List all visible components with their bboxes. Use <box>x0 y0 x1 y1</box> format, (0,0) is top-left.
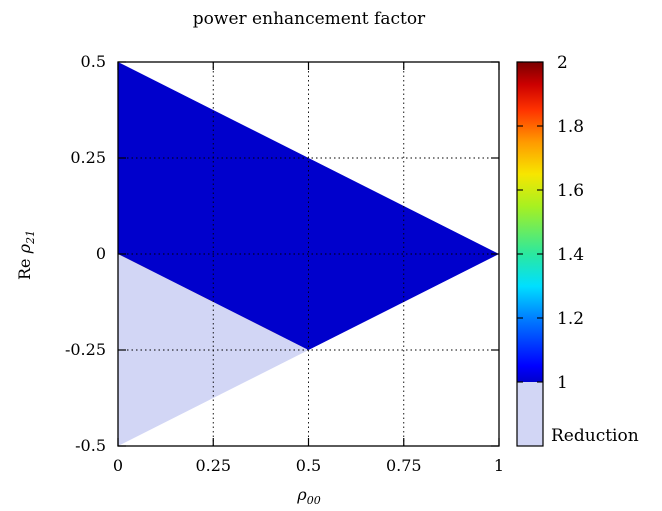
colorbar-tick-label: 1 <box>557 373 568 393</box>
colorbar: 1 1.2 1.4 1.6 1.8 2 Reduction <box>516 53 639 447</box>
colorbar-tick-label: 1.8 <box>557 117 584 137</box>
x-tick-label: 0.75 <box>386 456 422 475</box>
colorbar-tick-label: 1.2 <box>557 309 584 329</box>
colorbar-tick-label: 1.4 <box>557 245 584 265</box>
plot-area: 0 0.25 0.5 0.75 1 -0.5 -0.25 0 0.25 0.5 <box>65 52 504 475</box>
x-axis-label: ρ00 <box>296 485 320 507</box>
colorbar-ticks: 1 1.2 1.4 1.6 1.8 2 <box>517 53 584 393</box>
y-tick-label: 0.5 <box>81 52 106 71</box>
colorbar-tick-label: 2 <box>557 53 568 73</box>
x-tick-label: 0 <box>113 456 123 475</box>
y-tick-label: 0.25 <box>70 148 106 167</box>
grid-lines <box>118 62 499 446</box>
x-axis: 0 0.25 0.5 0.75 1 <box>113 62 504 475</box>
y-axis-label: Re ρ21 <box>15 230 37 280</box>
x-tick-label: 1 <box>494 456 504 475</box>
y-axis: -0.5 -0.25 0 0.25 0.5 <box>65 52 499 455</box>
colorbar-tick-label: 1.6 <box>557 181 584 201</box>
colorbar-reduction-label: Reduction <box>551 426 639 446</box>
x-tick-label: 0.5 <box>296 456 321 475</box>
y-tick-label: -0.5 <box>75 436 106 455</box>
x-tick-label: 0.25 <box>195 456 231 475</box>
chart-title: power enhancement factor <box>193 9 426 29</box>
colorbar-reduction-segment <box>517 382 543 446</box>
y-tick-label: 0 <box>96 244 106 263</box>
colorbar-gradient <box>517 62 543 382</box>
y-tick-label: -0.25 <box>65 340 106 359</box>
